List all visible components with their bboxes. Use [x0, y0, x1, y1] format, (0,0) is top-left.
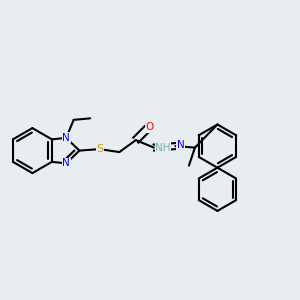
Text: O: O [146, 122, 154, 132]
Text: NH: NH [155, 142, 171, 153]
Text: N: N [62, 133, 70, 143]
Text: S: S [96, 144, 103, 154]
Text: N: N [177, 140, 185, 150]
Text: N: N [62, 158, 70, 168]
